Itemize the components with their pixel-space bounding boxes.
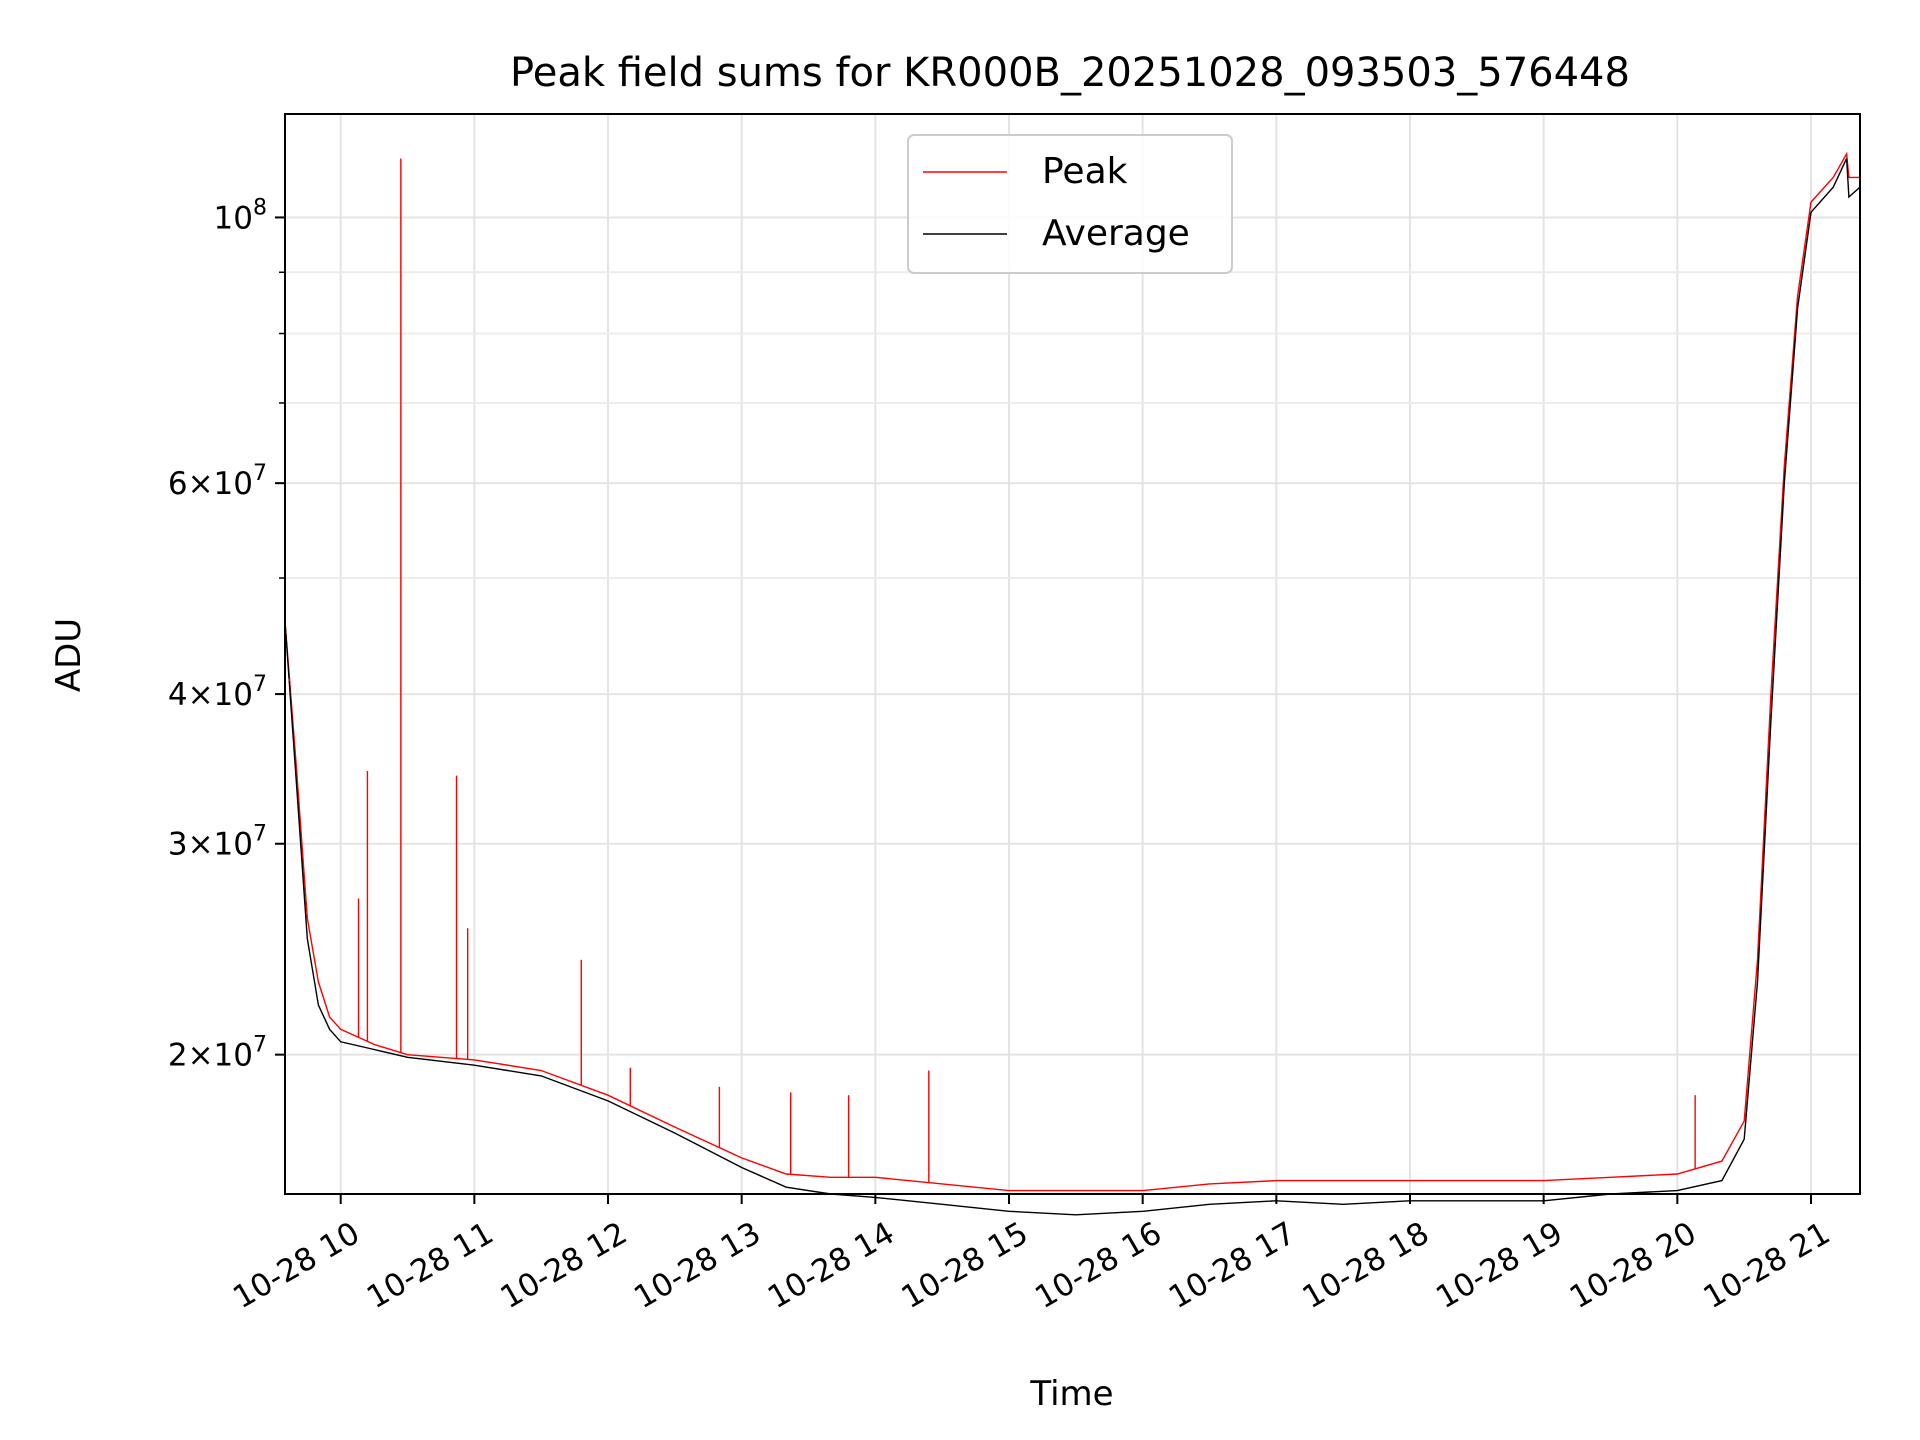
y-tick-exponent: 8 <box>253 195 267 220</box>
y-tick-label: 6×107 <box>168 461 267 502</box>
x-axis-label: Time <box>1029 1374 1113 1414</box>
legend-average-label: Average <box>1042 213 1190 254</box>
y-tick-label: 4×107 <box>168 672 267 713</box>
legend: Peak Average <box>907 134 1233 274</box>
legend-box <box>907 134 1233 274</box>
y-tick-label: 2×107 <box>168 1033 267 1074</box>
legend-peak-label: Peak <box>1042 151 1128 192</box>
y-tick-label: 108 <box>214 195 267 236</box>
y-tick-exponent: 7 <box>253 822 267 847</box>
plot-frame <box>284 113 1861 1195</box>
y-tick-exponent: 7 <box>253 1033 267 1058</box>
y-axis-ticks: 2×107 3×107 4×107 6×107 108 <box>168 195 285 1074</box>
y-tick-label: 3×107 <box>168 822 267 863</box>
series-average-line <box>284 158 1861 1216</box>
grid-lines <box>285 114 1860 1194</box>
peak-spikes <box>288 158 1696 1183</box>
chart-title: Peak field sums for KR000B_20251028_0935… <box>510 50 1630 96</box>
series-peak-line <box>284 151 1860 1192</box>
plot-lines <box>284 151 1861 1216</box>
y-tick-exponent: 7 <box>253 672 267 697</box>
y-tick-exponent: 7 <box>253 461 267 486</box>
y-axis-label: ADU <box>49 618 89 692</box>
